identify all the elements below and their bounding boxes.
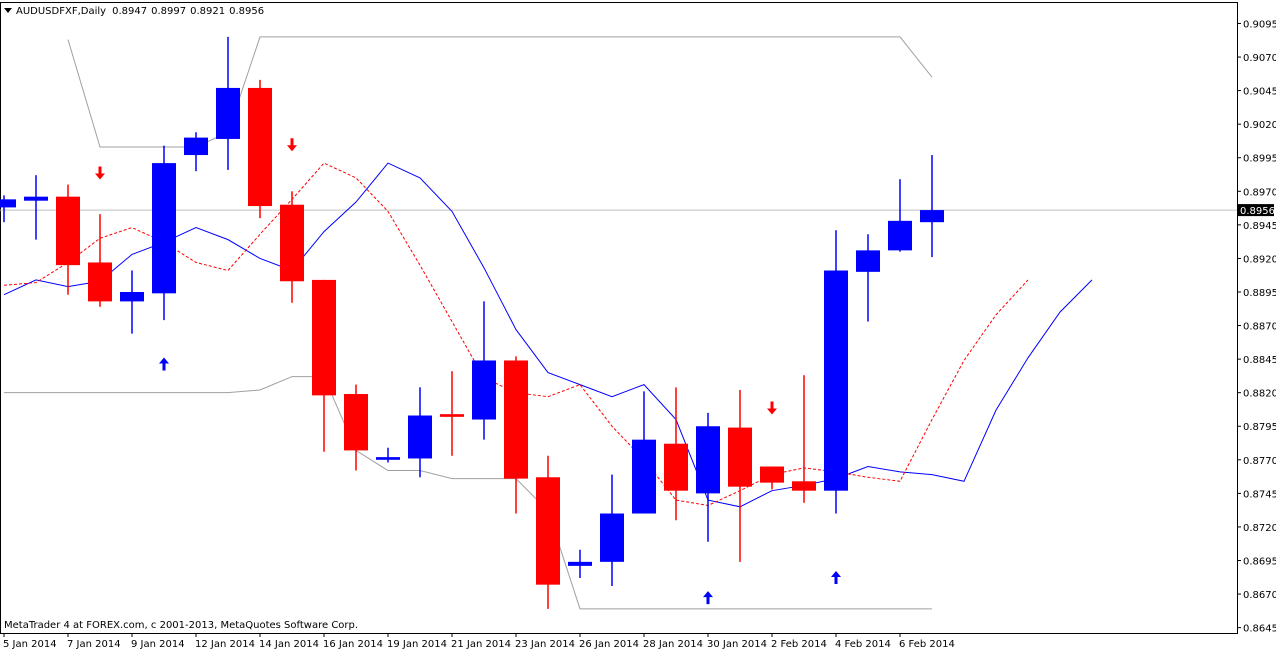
candle-body bbox=[184, 137, 208, 156]
candle-body bbox=[760, 466, 784, 483]
x-tick-label: 19 Jan 2014 bbox=[387, 639, 447, 650]
y-tick-label: 0.9070 bbox=[1243, 53, 1276, 64]
high-value: 0.8997 bbox=[151, 6, 186, 17]
x-tick-label: 26 Jan 2014 bbox=[579, 639, 639, 650]
y-tick-label: 0.9045 bbox=[1243, 87, 1276, 98]
candle-body bbox=[632, 439, 656, 514]
y-tick-label: 0.8795 bbox=[1243, 422, 1276, 433]
up-arrow bbox=[703, 591, 713, 605]
candle-body bbox=[824, 270, 848, 491]
candle-body bbox=[568, 561, 592, 566]
y-tick-label: 0.8945 bbox=[1243, 221, 1276, 232]
low-value: 0.8921 bbox=[190, 6, 225, 17]
y-tick-label: 0.8770 bbox=[1243, 456, 1276, 467]
candle-body bbox=[120, 291, 144, 302]
x-tick-label: 30 Jan 2014 bbox=[707, 639, 767, 650]
up-arrow bbox=[831, 570, 841, 584]
menu-triangle bbox=[4, 8, 12, 13]
x-tick-label: 23 Jan 2014 bbox=[515, 639, 575, 650]
indicator-line bbox=[4, 376, 932, 610]
candle-body bbox=[280, 204, 304, 282]
candle-body bbox=[56, 196, 80, 266]
down-arrow bbox=[287, 138, 297, 152]
candle-body bbox=[312, 279, 336, 396]
y-tick-label: 0.9020 bbox=[1243, 120, 1276, 131]
open-value: 0.8947 bbox=[112, 6, 147, 17]
y-tick-label: 0.8820 bbox=[1243, 389, 1276, 400]
y-tick-label: 0.8645 bbox=[1243, 624, 1276, 635]
x-tick-label: 21 Jan 2014 bbox=[451, 639, 511, 650]
candle-body bbox=[888, 220, 912, 251]
x-tick-label: 2 Feb 2014 bbox=[771, 639, 827, 650]
x-tick-label: 28 Jan 2014 bbox=[643, 639, 703, 650]
indicator-line bbox=[67, 36, 933, 148]
y-tick-label: 0.8745 bbox=[1243, 489, 1276, 500]
candle-body bbox=[728, 427, 752, 487]
footer: MetaTrader 4 at FOREX.com, c 2001-2013, … bbox=[4, 620, 358, 631]
down-arrow bbox=[95, 166, 105, 180]
candle-body bbox=[920, 210, 944, 223]
candle-body bbox=[248, 87, 272, 207]
x-tick-label: 7 Jan 2014 bbox=[67, 639, 121, 650]
candle-body bbox=[696, 426, 720, 494]
candle-body bbox=[152, 163, 176, 294]
y-tick-label: 0.8720 bbox=[1243, 523, 1276, 534]
x-tick-label: 5 Jan 2014 bbox=[3, 639, 57, 650]
candle-body bbox=[408, 415, 432, 459]
chart-title: AUDUSDFXF,Daily bbox=[16, 6, 106, 17]
y-tick-label: 0.8845 bbox=[1243, 355, 1276, 366]
y-tick-label: 0.8920 bbox=[1243, 254, 1276, 265]
plot-frame bbox=[0, 2, 1238, 634]
candle-body bbox=[504, 360, 528, 479]
candle-body bbox=[440, 414, 464, 417]
price-label-box bbox=[1238, 204, 1274, 217]
candle-body bbox=[88, 262, 112, 302]
y-tick-label: 0.8995 bbox=[1243, 154, 1276, 165]
candle-body bbox=[0, 199, 16, 208]
x-tick-label: 14 Jan 2014 bbox=[259, 639, 319, 650]
x-tick-label: 4 Feb 2014 bbox=[835, 639, 891, 650]
candle-body bbox=[216, 87, 240, 139]
price-label: 0.8956 bbox=[1240, 206, 1275, 217]
candle-body bbox=[856, 250, 880, 272]
candle-body bbox=[664, 443, 688, 491]
candle-body bbox=[376, 457, 400, 460]
up-arrow bbox=[159, 357, 169, 371]
x-tick-label: 6 Feb 2014 bbox=[899, 639, 955, 650]
candle-body bbox=[24, 196, 48, 201]
x-tick-label: 12 Jan 2014 bbox=[195, 639, 255, 650]
x-tick-label: 16 Jan 2014 bbox=[323, 639, 383, 650]
y-tick-label: 0.8870 bbox=[1243, 322, 1276, 333]
y-tick-label: 0.8670 bbox=[1243, 590, 1276, 601]
indicator-line bbox=[3, 162, 1093, 508]
down-arrow bbox=[767, 401, 777, 415]
header: AUDUSDFXF,Daily 0.8947 0.8997 0.8921 0.8956 bbox=[16, 6, 264, 17]
y-tick-label: 0.8895 bbox=[1243, 288, 1276, 299]
y-tick-label: 0.8695 bbox=[1243, 557, 1276, 568]
candle-body bbox=[472, 360, 496, 420]
candle-body bbox=[792, 481, 816, 491]
candle-body bbox=[344, 394, 368, 451]
y-tick-label: 0.9095 bbox=[1243, 19, 1276, 30]
candle-body bbox=[600, 513, 624, 562]
y-tick-label: 0.8970 bbox=[1243, 187, 1276, 198]
candle-body bbox=[536, 477, 560, 585]
close-value: 0.8956 bbox=[229, 6, 264, 17]
x-tick-label: 9 Jan 2014 bbox=[131, 639, 185, 650]
